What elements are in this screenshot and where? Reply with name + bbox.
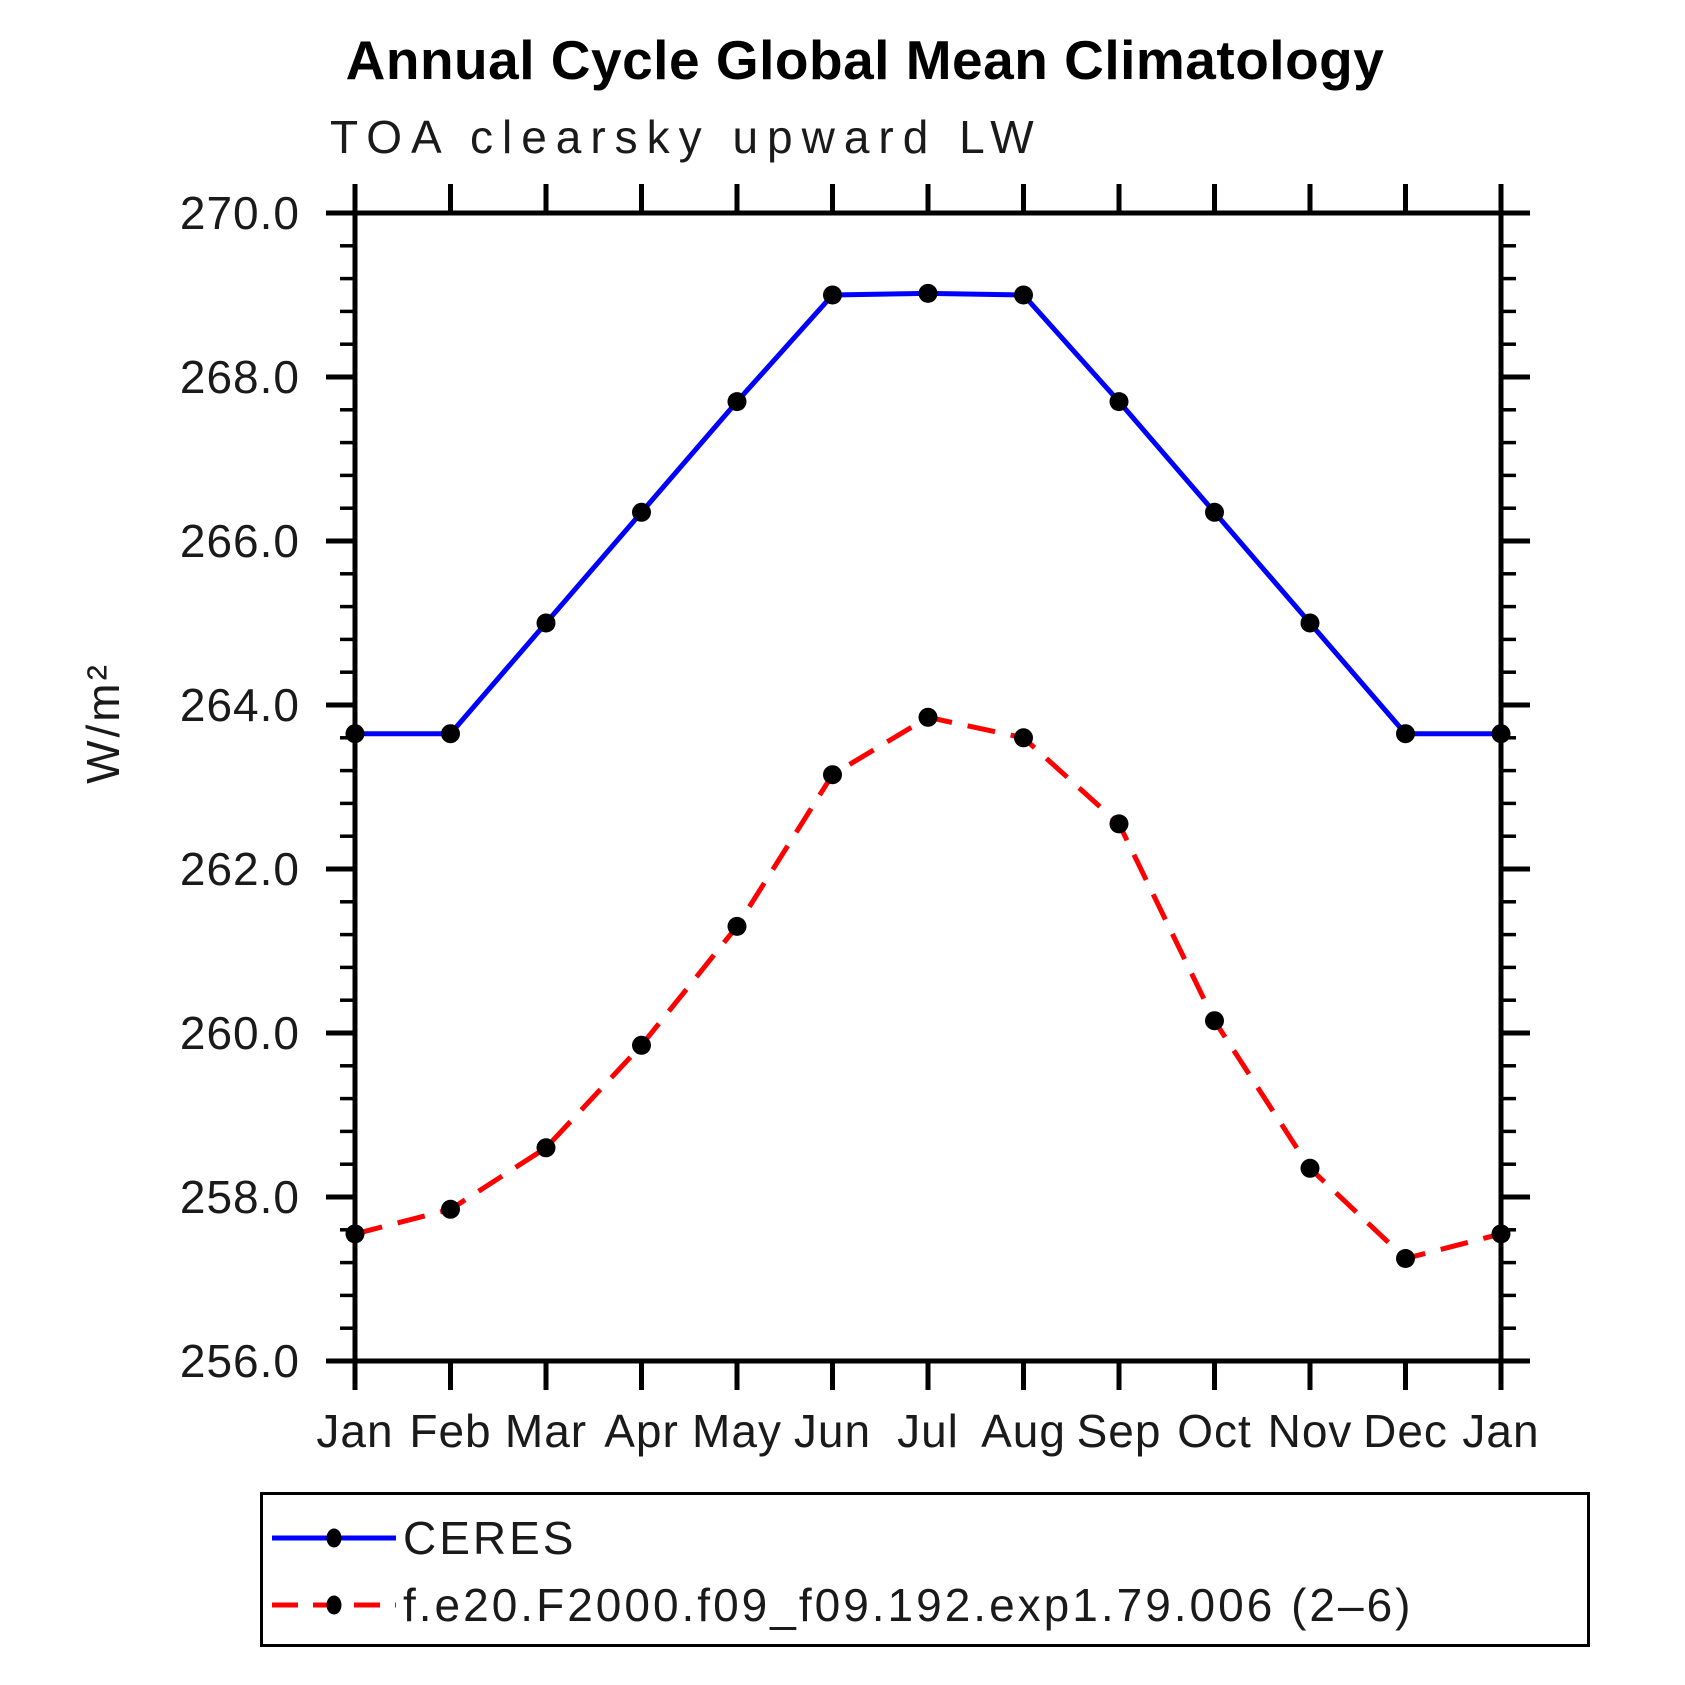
x-tick-label: Feb bbox=[409, 1405, 491, 1457]
series-line-1 bbox=[354, 714, 1502, 1262]
y-tick-label: 270.0 bbox=[180, 187, 300, 239]
y-tick-label: 256.0 bbox=[180, 1335, 300, 1387]
data-point-marker bbox=[823, 765, 842, 785]
data-point-marker bbox=[345, 1224, 365, 1244]
plot-box bbox=[352, 210, 1504, 1364]
data-point-marker bbox=[536, 613, 556, 633]
series-line-0 bbox=[355, 290, 1501, 737]
x-tick-label: Jul bbox=[897, 1405, 959, 1457]
x-tick-label: Jan bbox=[316, 1405, 393, 1457]
y-tick-label: 266.0 bbox=[180, 515, 300, 567]
y-tick-label: 268.0 bbox=[180, 351, 300, 403]
x-tick-label: Mar bbox=[505, 1405, 587, 1457]
data-point-marker bbox=[1396, 724, 1415, 744]
data-point-marker bbox=[441, 724, 460, 744]
data-point-marker bbox=[1014, 285, 1033, 305]
data-point-marker bbox=[1396, 1249, 1415, 1268]
data-point-marker bbox=[918, 707, 938, 727]
legend-line-sample-dashed bbox=[272, 1595, 396, 1615]
y-tick-label: 264.0 bbox=[180, 679, 300, 731]
x-tick-label: Nov bbox=[1268, 1405, 1353, 1457]
data-point-marker bbox=[536, 1138, 556, 1158]
x-tick-label: Apr bbox=[604, 1405, 679, 1457]
x-tick-label: Dec bbox=[1363, 1405, 1448, 1457]
data-point-marker bbox=[727, 392, 747, 412]
data-point-marker bbox=[632, 1035, 651, 1055]
legend-entry-ceres: CERES bbox=[269, 1512, 576, 1564]
legend-label-model: f.e20.F2000.f09_f09.192.exp1.79.006 (2–6… bbox=[403, 1579, 1414, 1631]
x-tick-label: May bbox=[692, 1405, 782, 1457]
data-point-marker bbox=[727, 916, 747, 936]
y-tick-label: 262.0 bbox=[180, 843, 300, 895]
chart-title: Annual Cycle Global Mean Climatology bbox=[345, 29, 1385, 91]
data-point-marker bbox=[1300, 613, 1320, 633]
data-point-marker bbox=[1300, 1158, 1320, 1178]
y-tick-label: 258.0 bbox=[180, 1171, 300, 1223]
data-point-marker bbox=[918, 283, 938, 303]
data-point-marker bbox=[1109, 814, 1129, 834]
data-point-marker bbox=[1205, 1011, 1224, 1031]
x-tick-label: Aug bbox=[981, 1405, 1066, 1457]
chart-subtitle: TOA clearsky upward LW bbox=[330, 111, 1043, 163]
data-point-marker bbox=[823, 285, 842, 305]
legend: CERES f.e20.F2000.f09_f09.192.exp1.79.00… bbox=[260, 1492, 1590, 1647]
data-point-marker bbox=[1205, 502, 1224, 522]
legend-line-sample-solid bbox=[272, 1528, 396, 1548]
x-tick-label: Sep bbox=[1077, 1405, 1162, 1457]
data-point-marker bbox=[1014, 728, 1033, 748]
data-point-marker bbox=[632, 502, 651, 522]
data-point-marker bbox=[1491, 724, 1511, 744]
y-tick-label: 260.0 bbox=[180, 1007, 300, 1059]
x-tick-label: Oct bbox=[1177, 1405, 1252, 1457]
x-tick-label: Jan bbox=[1462, 1405, 1539, 1457]
data-point-marker bbox=[441, 1199, 460, 1219]
data-point-marker bbox=[345, 724, 365, 744]
x-tick-label: Jun bbox=[794, 1405, 871, 1457]
legend-entry-model: f.e20.F2000.f09_f09.192.exp1.79.006 (2–6… bbox=[269, 1579, 1413, 1631]
data-point-marker bbox=[1491, 1224, 1511, 1244]
data-point-marker bbox=[1109, 392, 1129, 412]
legend-label-ceres: CERES bbox=[403, 1512, 577, 1564]
